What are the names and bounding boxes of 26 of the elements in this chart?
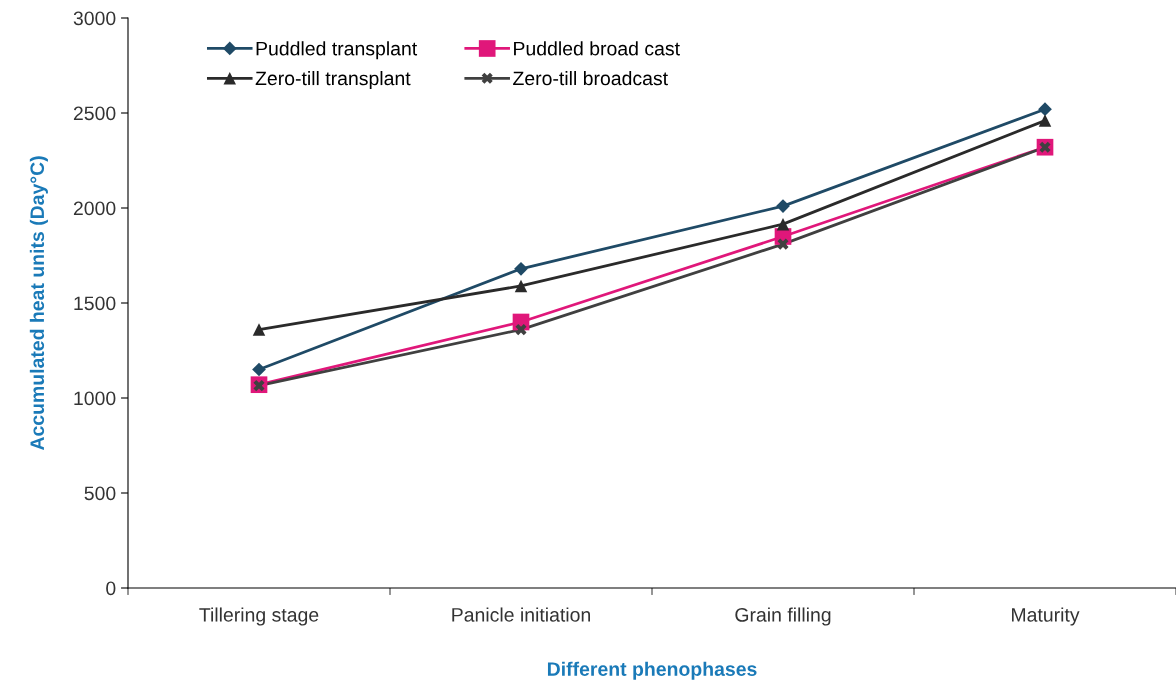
- legend-label: Zero-till broadcast: [513, 70, 668, 86]
- y-tick-label: 1000: [74, 391, 116, 406]
- x-tick-label: Panicle initiation: [452, 607, 590, 622]
- y-axis-title: Accumulated heat units (Day°C): [29, 156, 48, 451]
- y-tick-label: 2000: [73, 201, 116, 216]
- x-tick-label: Tillering stage: [199, 607, 319, 626]
- point: [1038, 114, 1052, 127]
- y-tick-label: 2500: [73, 106, 116, 121]
- point: [252, 362, 266, 377]
- point: [1038, 102, 1052, 117]
- point: [514, 261, 528, 276]
- legend-label: Puddled transplant: [256, 41, 418, 60]
- point: [515, 324, 527, 336]
- legend-label: Zero-till transplant: [255, 70, 411, 90]
- point: [777, 238, 789, 250]
- y-tick-label: 0: [106, 581, 116, 596]
- y-tick-label: 1500: [74, 296, 116, 311]
- x-axis-title: Different phenophases: [547, 661, 757, 680]
- y-tick-label: 500: [84, 486, 116, 501]
- point: [514, 279, 528, 293]
- x-tick-label: Grain filling: [735, 607, 831, 626]
- legend-label: Puddled broad cast: [514, 41, 680, 56]
- y-tick-label: 3000: [73, 11, 116, 26]
- x-tick-label: Maturity: [1012, 607, 1080, 626]
- point: [252, 323, 266, 336]
- point: [776, 217, 790, 231]
